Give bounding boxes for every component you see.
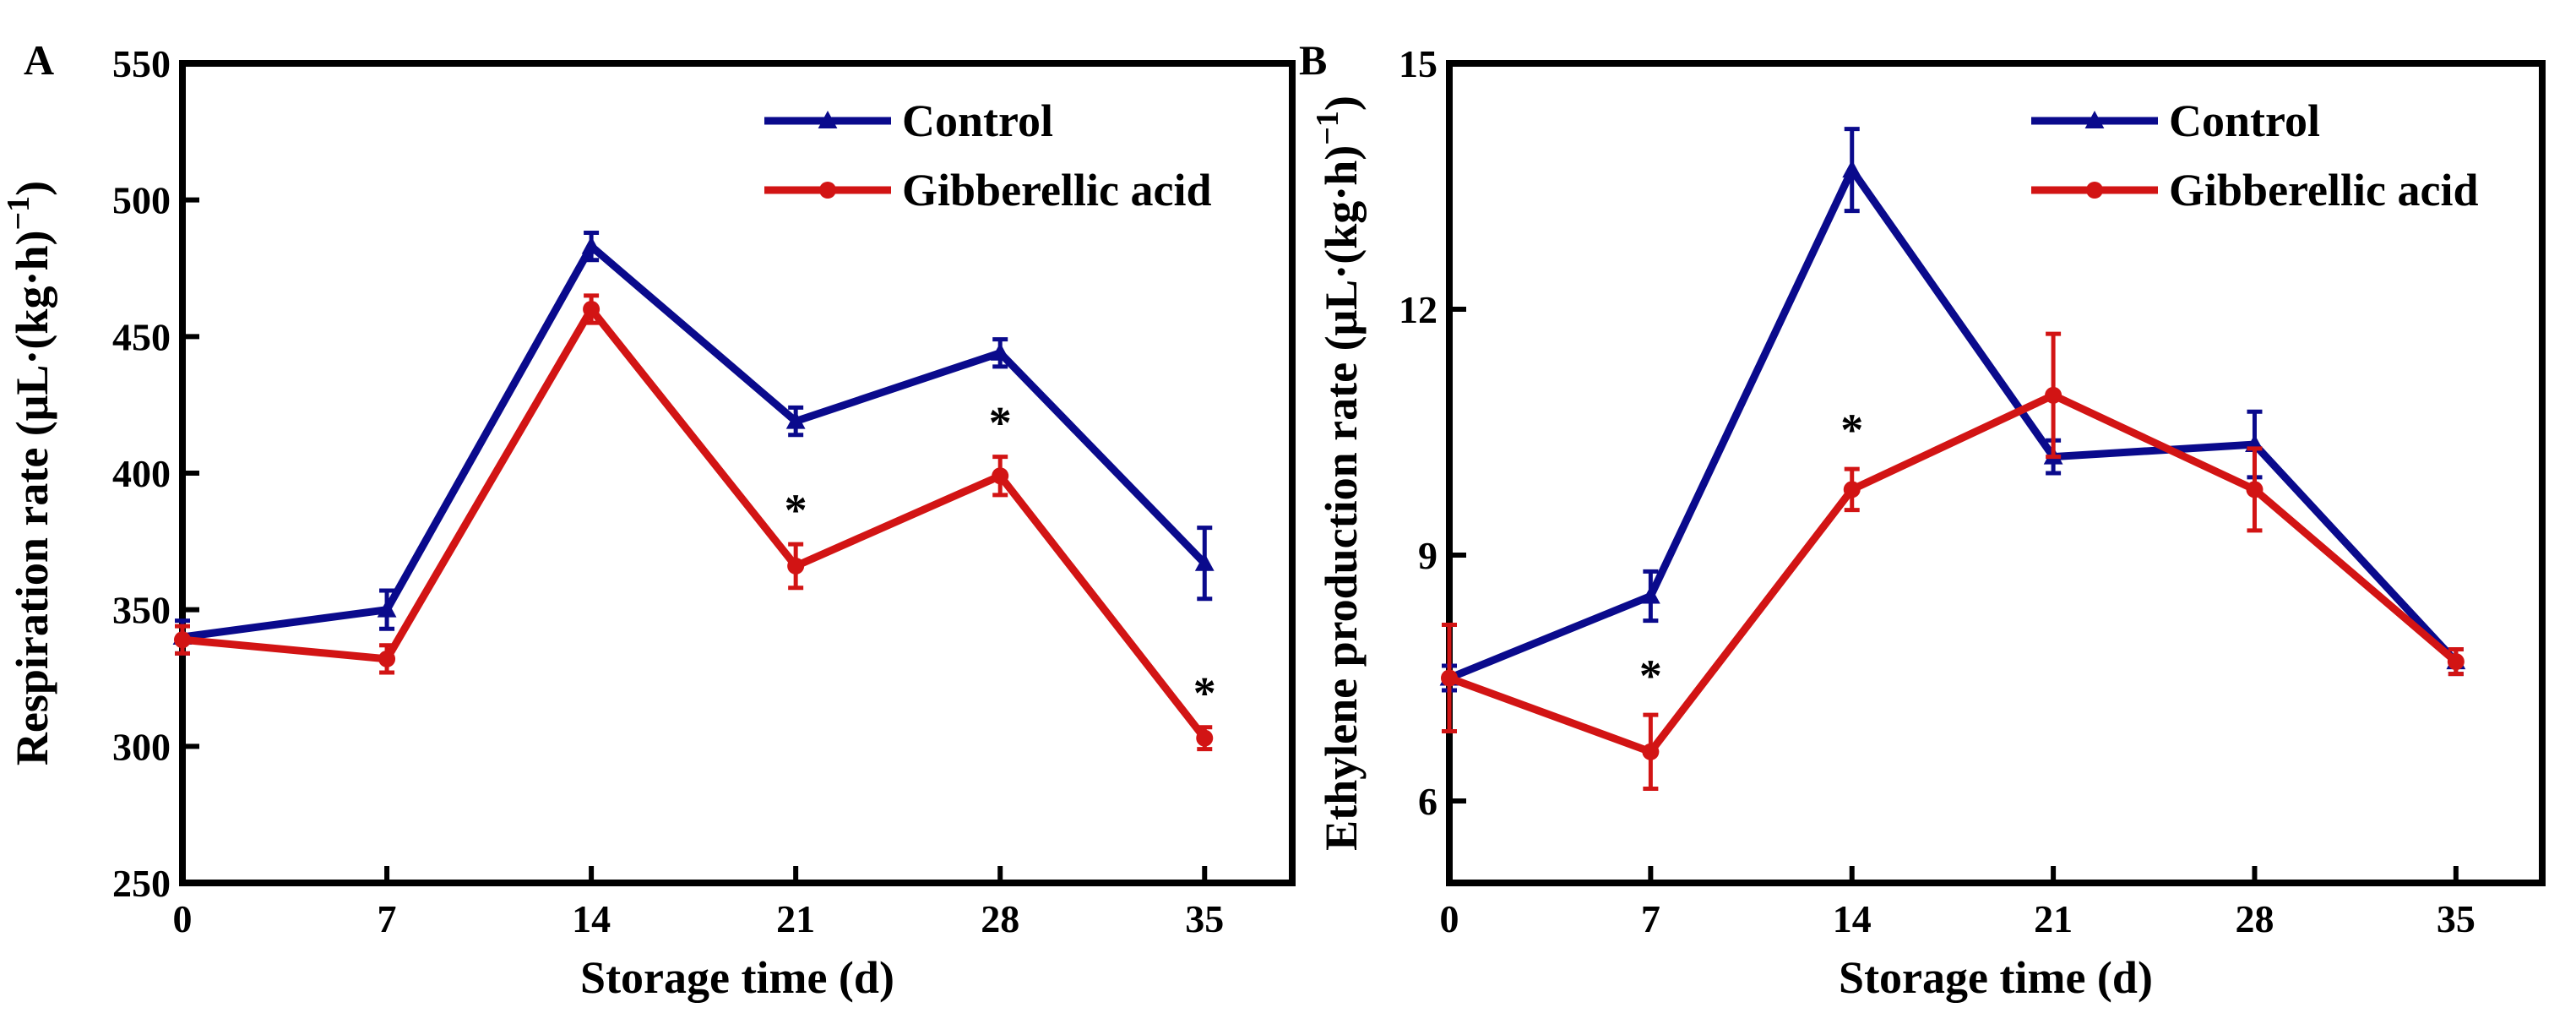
x-tick-label: 21 xyxy=(2034,897,2073,940)
series-line xyxy=(1448,390,2459,757)
data-point xyxy=(1642,743,1660,760)
series-gibberellic-acid xyxy=(1441,331,2465,791)
legend-marker xyxy=(2086,182,2103,199)
y-axis-title-main: Respiration rate (μL·(kg·h) xyxy=(7,231,57,766)
significance-marker: * xyxy=(1840,405,1863,455)
data-point xyxy=(2447,653,2465,671)
y-axis-title: Respiration rate (μL·(kg·h)−1) xyxy=(1,181,57,765)
series-line xyxy=(1448,162,2459,682)
panel-ethylene: 0 7 14 21 28 35 6 9 12 15 Storage time (d) Ethylene… xyxy=(1299,36,2546,1003)
y-tick-label: 350 xyxy=(112,589,171,632)
y-axis-title-close: ) xyxy=(7,181,57,196)
data-point xyxy=(377,599,397,618)
x-tick-label: 0 xyxy=(173,897,193,940)
x-tick-label: 28 xyxy=(2235,897,2274,940)
x-tick-label: 28 xyxy=(981,897,1019,940)
data-point xyxy=(1441,669,1458,687)
significance-marker: * xyxy=(1639,651,1662,701)
data-point xyxy=(1196,729,1214,747)
x-tick-label: 35 xyxy=(2437,897,2475,940)
data-point xyxy=(990,342,1010,361)
series-line xyxy=(182,240,1208,641)
y-tick-label: 300 xyxy=(112,725,171,768)
panel-label: B xyxy=(1299,36,1327,84)
legend-label: Control xyxy=(2169,95,2320,146)
series-line xyxy=(182,302,1208,741)
series-gibberellic-acid xyxy=(174,293,1214,752)
significance-marker: * xyxy=(785,485,807,536)
x-axis-title: Storage time (d) xyxy=(1839,952,2153,1003)
data-point xyxy=(2045,386,2062,404)
y-tick-label: 450 xyxy=(112,315,171,358)
x-tick-label: 21 xyxy=(776,897,815,940)
data-point xyxy=(1640,586,1660,604)
data-point xyxy=(1194,553,1215,571)
data-point xyxy=(378,650,396,667)
legend: Control Gibberellic acid xyxy=(2031,95,2478,215)
x-tick-label: 14 xyxy=(1833,897,1872,940)
x-tick-label: 0 xyxy=(1440,897,1459,940)
data-point xyxy=(787,557,805,575)
significance-marker: * xyxy=(989,398,1012,449)
y-axis-title-main: Ethylene production rate (μL·(kg·h) xyxy=(1316,145,1367,851)
legend-label: Control xyxy=(902,95,1053,146)
legend-label: Gibberellic acid xyxy=(2169,165,2478,215)
y-tick-label: 550 xyxy=(112,42,171,85)
x-tick-label: 7 xyxy=(1641,897,1660,940)
y-axis-title-close: ) xyxy=(1316,95,1367,111)
y-axis-title-sup: −1 xyxy=(1310,111,1345,145)
data-point xyxy=(2246,481,2264,498)
y-tick-label: 9 xyxy=(1418,534,1437,577)
y-tick-label: 6 xyxy=(1418,780,1437,823)
data-point xyxy=(581,236,601,254)
plot-frame xyxy=(1446,60,2546,886)
y-axis-title: Ethylene production rate (μL·(kg·h)−1) xyxy=(1310,95,1367,851)
data-point xyxy=(785,411,806,429)
legend: Control Gibberellic acid xyxy=(764,95,1211,215)
x-axis-title: Storage time (d) xyxy=(580,952,894,1003)
legend-marker xyxy=(819,182,836,199)
y-tick-label: 12 xyxy=(1399,288,1437,331)
x-tick-label: 7 xyxy=(378,897,397,940)
y-tick-label: 400 xyxy=(112,452,171,495)
panel-respiration: 0 7 14 21 28 35 250 300 350 400 450 500 550 Storage t… xyxy=(1,36,1296,1003)
x-tick-label: 35 xyxy=(1185,897,1224,940)
y-tick-label: 250 xyxy=(112,862,171,905)
data-point xyxy=(174,631,191,649)
y-tick-label: 500 xyxy=(112,179,171,222)
data-point xyxy=(1843,481,1861,498)
legend-label: Gibberellic acid xyxy=(902,165,1211,215)
legend-marker xyxy=(818,111,838,128)
y-tick-label: 15 xyxy=(1399,42,1437,85)
x-tick-label: 14 xyxy=(572,897,611,940)
data-point xyxy=(1842,160,1862,178)
legend-marker xyxy=(2084,111,2105,128)
data-point xyxy=(992,467,1009,485)
y-axis-title-sup: −1 xyxy=(1,196,36,231)
significance-marker: * xyxy=(1193,668,1216,719)
panel-label: A xyxy=(24,36,54,84)
data-point xyxy=(583,301,601,318)
